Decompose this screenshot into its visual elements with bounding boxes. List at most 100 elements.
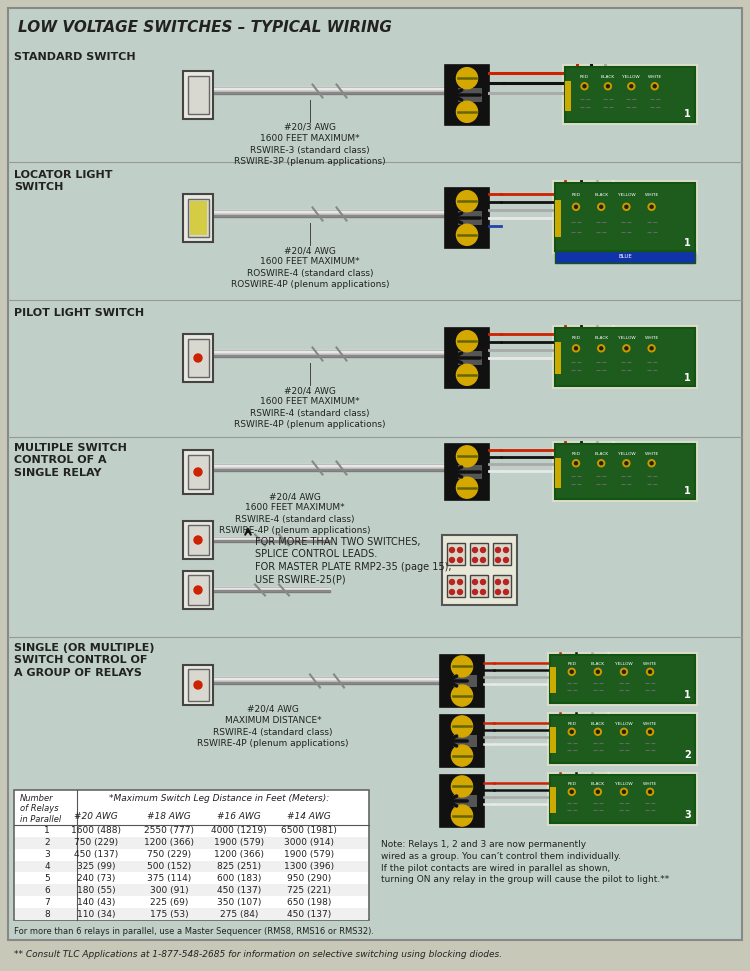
Text: 600 (183): 600 (183) [217,874,261,883]
Text: WHITE: WHITE [644,452,658,456]
Text: 1600 (488): 1600 (488) [71,826,121,835]
Circle shape [457,224,478,246]
Bar [555,183,695,251]
Bar [470,543,488,565]
Bar [442,535,517,605]
Text: 450 (137): 450 (137) [74,851,118,859]
Circle shape [194,681,202,689]
Bar [188,339,209,377]
Circle shape [572,203,580,211]
Circle shape [598,203,604,211]
Circle shape [458,589,463,594]
Bar [445,188,489,248]
Bar [447,575,465,597]
Bar [458,465,482,479]
Circle shape [458,548,463,552]
Bar [188,454,209,489]
Circle shape [596,730,599,733]
Bar [562,64,698,125]
Text: RED: RED [572,336,580,341]
Bar [552,441,698,502]
Circle shape [630,84,633,87]
Bar [188,525,209,554]
Text: 300 (91): 300 (91) [150,886,188,895]
Circle shape [623,203,630,211]
Circle shape [646,668,653,675]
Text: #20/4 AWG
1600 FEET MAXIMUM*
ROSWIRE-4 (standard class)
ROSWIRE-4P (plenum appli: #20/4 AWG 1600 FEET MAXIMUM* ROSWIRE-4 (… [231,246,389,289]
Circle shape [600,205,603,209]
Circle shape [449,557,454,562]
Text: 1: 1 [684,486,691,496]
Bar [440,775,484,827]
Bar [547,712,698,766]
Text: 1: 1 [684,373,691,383]
Bar [550,727,556,753]
Circle shape [594,788,602,795]
Text: FOR MORE THAN TWO SWITCHES,
SPLICE CONTROL LEADS.: FOR MORE THAN TWO SWITCHES, SPLICE CONTR… [255,537,421,559]
Text: 5: 5 [44,874,50,883]
Circle shape [570,670,573,673]
Text: YELLOW: YELLOW [615,721,633,725]
Bar [550,667,556,693]
Text: 175 (53): 175 (53) [150,910,188,919]
Circle shape [646,728,653,735]
Text: 1: 1 [684,238,691,248]
Circle shape [649,790,652,793]
Circle shape [457,364,478,385]
Circle shape [651,83,658,89]
Text: #20/4 AWG
1600 FEET MAXIMUM*
RSWIRE-4 (standard class)
RSWIRE-4P (plenum applica: #20/4 AWG 1600 FEET MAXIMUM* RSWIRE-4 (s… [219,492,370,535]
Text: For more than 6 relays in parallel, use a Master Sequencer (RMS8, RMS16 or RMS32: For more than 6 relays in parallel, use … [14,927,374,936]
Bar [550,715,695,763]
Circle shape [594,668,602,675]
Text: 450 (137): 450 (137) [286,910,332,919]
Bar [453,735,478,748]
Bar [190,201,206,235]
Bar [552,325,698,389]
Circle shape [452,685,472,706]
Circle shape [449,580,454,585]
Circle shape [481,548,485,552]
Bar [15,860,368,873]
Text: WHITE: WHITE [643,721,657,725]
Text: BLACK: BLACK [591,721,605,725]
Circle shape [568,788,575,795]
Circle shape [452,655,472,677]
Text: LOCATOR LIGHT
SWITCH: LOCATOR LIGHT SWITCH [14,170,112,192]
Circle shape [452,805,472,826]
Circle shape [622,730,626,733]
Circle shape [594,728,602,735]
Text: 4000 (1219): 4000 (1219) [211,826,267,835]
Circle shape [596,670,599,673]
Text: 1: 1 [44,826,50,835]
Text: 1900 (579): 1900 (579) [214,838,264,848]
Bar [565,67,695,122]
Circle shape [600,347,603,350]
Circle shape [496,557,500,562]
Circle shape [574,347,578,350]
Circle shape [653,84,656,87]
Text: FOR MASTER PLATE RMP2-35 (page 15),
USE RSWIRE-25(P): FOR MASTER PLATE RMP2-35 (page 15), USE … [255,562,452,585]
Circle shape [620,728,628,735]
Bar [445,328,489,388]
Circle shape [496,548,500,552]
Text: BLACK: BLACK [591,782,605,786]
Bar [14,790,369,920]
Circle shape [472,557,478,562]
Circle shape [449,589,454,594]
Circle shape [472,580,478,585]
Circle shape [457,446,478,467]
Text: #16 AWG: #16 AWG [217,812,261,821]
Bar [183,521,213,559]
Circle shape [625,347,628,350]
Circle shape [581,83,588,89]
Circle shape [650,205,653,209]
Circle shape [457,190,478,212]
Text: 3: 3 [684,810,691,820]
Text: WHITE: WHITE [643,782,657,786]
Bar [188,575,209,605]
Circle shape [481,589,485,594]
Text: 1200 (366): 1200 (366) [214,851,264,859]
Circle shape [452,776,472,797]
Circle shape [452,716,472,737]
Circle shape [194,536,202,544]
